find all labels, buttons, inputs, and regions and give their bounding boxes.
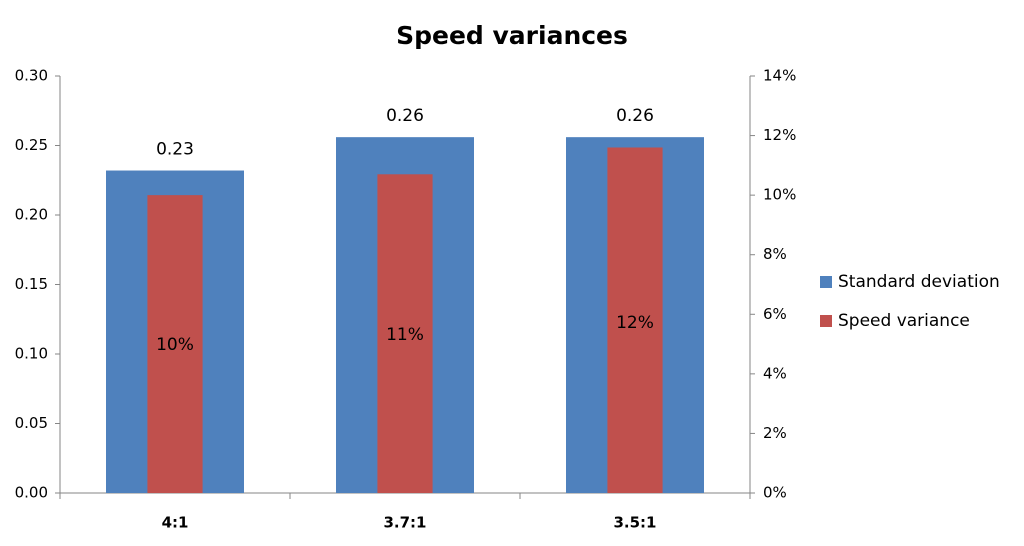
y-tick-label: 0.15 [15,275,48,293]
legend-label: Standard deviation [838,272,1000,292]
legend-swatch [820,315,832,327]
value-label: 12% [616,313,654,333]
value-label: 10% [156,335,194,355]
bar [377,174,433,494]
y-tick-label: 0.10 [15,345,48,363]
y2-tick-label: 4% [763,364,787,382]
y-tick-label: 0.00 [15,484,48,502]
y2-tick-label: 12% [763,126,796,144]
chart-title: Speed variances [396,21,628,50]
y2-tick-label: 0% [763,484,787,502]
bar [147,195,203,493]
y-tick-label: 0.30 [15,67,48,85]
x-tick-label: 4:1 [162,514,189,532]
bar [607,147,663,493]
y2-tick-label: 10% [763,186,796,204]
y2-tick-label: 8% [763,245,787,263]
value-label: 0.26 [616,106,654,126]
y2-tick-label: 6% [763,305,787,323]
x-tick-label: 3.7:1 [383,514,426,532]
legend-swatch [820,276,832,288]
y-tick-label: 0.25 [15,136,48,154]
y-tick-label: 0.20 [15,206,48,224]
x-tick-label: 3.5:1 [613,514,656,532]
y2-tick-label: 2% [763,424,787,442]
value-label: 11% [386,325,424,345]
y-tick-label: 0.05 [15,414,48,432]
y2-tick-label: 14% [763,67,796,85]
value-label: 0.26 [386,106,424,126]
legend-label: Speed variance [838,311,970,331]
value-label: 0.23 [156,140,194,160]
